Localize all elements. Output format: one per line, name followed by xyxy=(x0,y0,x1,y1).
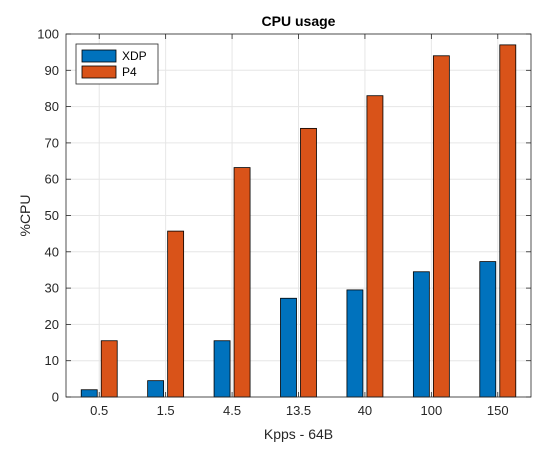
legend-swatch-p4 xyxy=(81,65,117,79)
y-tick-label: 50 xyxy=(45,208,59,223)
bar-p4-40 xyxy=(366,95,384,398)
y-tick-label: 30 xyxy=(45,281,59,296)
bar-p4-4.5 xyxy=(233,167,251,398)
x-tick-label: 0.5 xyxy=(90,403,108,418)
legend-label-xdp: XDP xyxy=(122,49,147,63)
x-tick-label: 1.5 xyxy=(157,403,175,418)
bar-p4-13.5 xyxy=(300,127,317,398)
legend-label-p4: P4 xyxy=(122,65,137,79)
bars xyxy=(80,44,517,398)
y-tick-label: 90 xyxy=(45,63,59,78)
y-tick-label: 0 xyxy=(52,390,59,405)
bar-xdp-1.5 xyxy=(147,380,165,398)
y-axis-label: %CPU xyxy=(17,194,33,236)
x-tick-label: 150 xyxy=(487,403,509,418)
y-tick-label: 100 xyxy=(37,27,59,42)
bar-p4-150 xyxy=(499,44,517,398)
y-axis-ticks: 0 10 20 30 40 50 60 70 80 90 100 xyxy=(37,27,531,405)
bar-p4-1.5 xyxy=(167,230,185,398)
x-tick-label: 4.5 xyxy=(223,403,241,418)
bar-xdp-100 xyxy=(412,271,430,398)
y-tick-label: 60 xyxy=(45,172,59,187)
x-axis-label: Kpps - 64B xyxy=(264,426,333,442)
bar-p4-0.5 xyxy=(100,340,118,398)
y-tick-label: 10 xyxy=(45,353,59,368)
x-tick-label: 40 xyxy=(358,403,372,418)
bar-xdp-13.5 xyxy=(280,297,297,398)
x-tick-label: 13.5 xyxy=(286,403,311,418)
bar-p4-100 xyxy=(432,55,450,398)
x-axis-ticks: 0.5 1.5 4.5 13.5 40 100 150 xyxy=(90,34,509,418)
bar-xdp-4.5 xyxy=(213,340,231,398)
bar-xdp-0.5 xyxy=(80,389,98,398)
legend: XDP P4 xyxy=(75,43,159,85)
y-tick-label: 70 xyxy=(45,135,59,150)
bar-xdp-40 xyxy=(346,289,364,398)
y-tick-label: 80 xyxy=(45,99,59,114)
y-tick-label: 20 xyxy=(45,317,59,332)
x-tick-label: 100 xyxy=(421,403,443,418)
y-tick-label: 40 xyxy=(45,244,59,259)
bar-xdp-150 xyxy=(479,261,497,398)
chart-title: CPU usage xyxy=(262,13,336,29)
legend-swatch-xdp xyxy=(81,49,117,63)
